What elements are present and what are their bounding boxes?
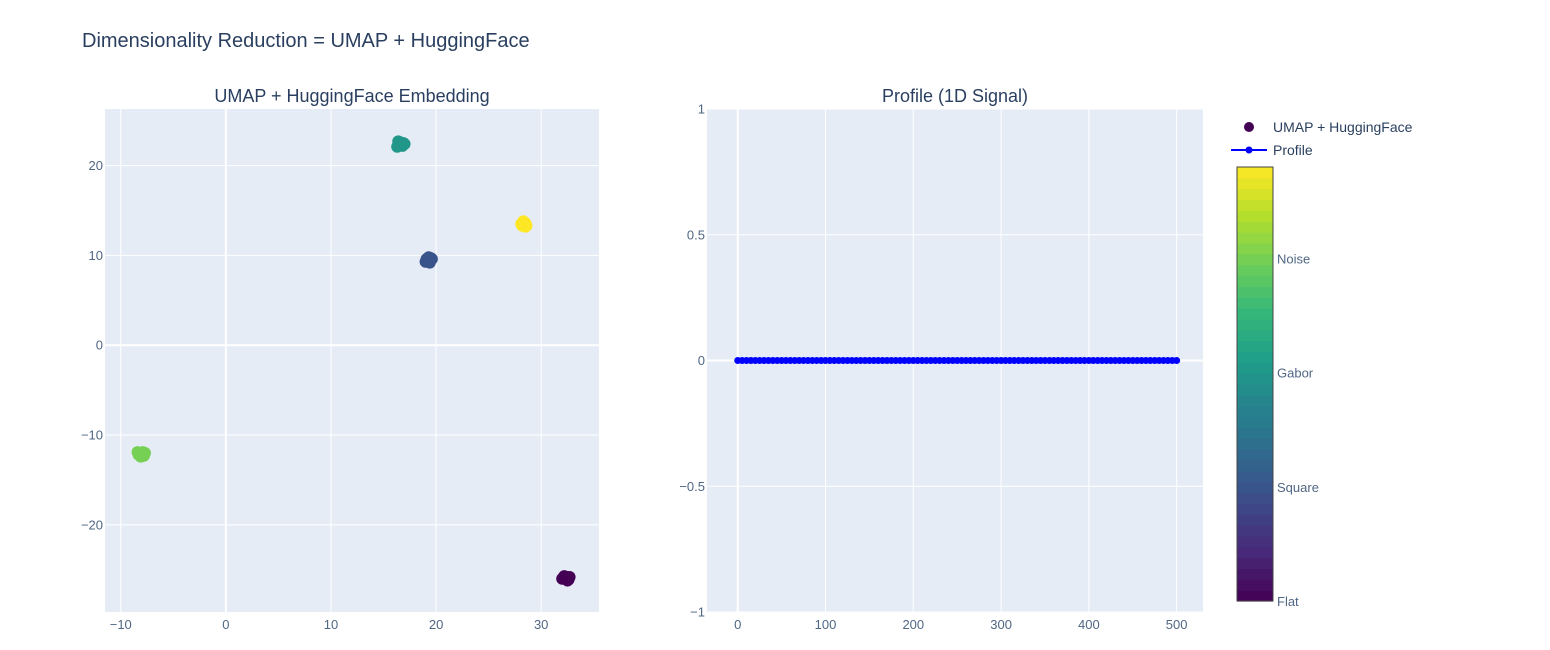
colorbar-band: [1237, 384, 1273, 396]
colorbar-band: [1237, 308, 1273, 320]
x-tick-label: 200: [902, 617, 924, 632]
y-tick-label: 0: [698, 353, 705, 368]
legend-label-umap: UMAP + HuggingFace: [1273, 119, 1413, 135]
colorbar-band: [1237, 362, 1273, 374]
colorbar-band: [1237, 340, 1273, 353]
embedding-subplot-title: UMAP + HuggingFace Embedding: [214, 86, 489, 106]
x-tick-label: 300: [990, 617, 1012, 632]
scatter-point: [398, 138, 411, 151]
colorbar-band: [1237, 351, 1273, 363]
embedding-x-ticks: −10 0 10 20 30: [110, 617, 549, 632]
y-tick-label: 0: [96, 338, 103, 353]
colorbar-band: [1237, 503, 1273, 515]
colorbar-band: [1237, 535, 1273, 548]
scatter-point: [517, 218, 530, 231]
y-tick-label: 20: [89, 158, 103, 173]
y-tick-label: −20: [81, 517, 103, 532]
colorbar-band: [1237, 167, 1273, 179]
x-tick-label: 400: [1078, 617, 1100, 632]
colorbar-band: [1237, 329, 1273, 342]
colorbar-band: [1237, 405, 1273, 418]
y-tick-label: 0.5: [687, 227, 705, 242]
x-tick-label: 30: [534, 617, 548, 632]
scatter-point: [423, 256, 436, 269]
colorbar-band: [1237, 427, 1273, 439]
colorbar-band: [1237, 232, 1273, 244]
colorbar-band: [1237, 492, 1273, 504]
colorbar-band: [1237, 242, 1273, 255]
colorbar-band: [1237, 275, 1273, 287]
x-tick-label: 100: [815, 617, 837, 632]
embedding-subplot[interactable]: −10 0 10 20 30 −20 −10 0 10 20 UMAP + HuggingFac…: [81, 86, 599, 632]
colorbar-band: [1237, 177, 1273, 190]
colorbar-band: [1237, 449, 1273, 461]
x-tick-label: 500: [1166, 617, 1188, 632]
colorbar-band: [1237, 546, 1273, 559]
colorbar-band: [1237, 373, 1273, 385]
legend-label-profile: Profile: [1273, 142, 1313, 158]
scatter-point: [563, 570, 576, 583]
x-tick-label: 10: [324, 617, 338, 632]
embedding-gridlines: [105, 109, 599, 612]
colorbar-band: [1237, 590, 1273, 602]
colorbar-frame: [1236, 166, 1274, 602]
legend[interactable]: UMAP + HuggingFace Profile: [1231, 119, 1413, 158]
legend-marker-icon: [1245, 146, 1253, 154]
colorbar-ticks: Flat Square Gabor Noise: [1277, 251, 1319, 609]
x-tick-label: −10: [110, 617, 132, 632]
embedding-y-ticks: −20 −10 0 10 20: [81, 158, 103, 532]
profile-subplot-title: Profile (1D Signal): [882, 86, 1028, 106]
y-tick-label: −10: [81, 428, 103, 443]
x-tick-label: 0: [734, 617, 741, 632]
main-title: Dimensionality Reduction = UMAP + Huggin…: [82, 30, 530, 52]
x-tick-label: 0: [222, 617, 229, 632]
y-tick-label: 1: [698, 102, 705, 117]
colorbar-band: [1237, 199, 1273, 211]
colorbar-band: [1237, 253, 1273, 266]
profile-subplot[interactable]: 0 100 200 300 400 500 −1 −0.5 0 0.5 1 Profile (1D…: [679, 86, 1203, 632]
colorbar-band: [1237, 438, 1273, 450]
profile-y-ticks: −1 −0.5 0 0.5 1: [679, 102, 705, 620]
y-tick-label: 10: [89, 248, 103, 263]
colorbar-band: [1237, 221, 1273, 233]
profile-x-ticks: 0 100 200 300 400 500: [734, 617, 1187, 632]
colorbar-band: [1237, 416, 1273, 428]
colorbar-band: [1237, 470, 1273, 483]
colorbar-band: [1237, 297, 1273, 309]
colorbar-band: [1237, 579, 1273, 591]
legend-item-umap[interactable]: UMAP + HuggingFace: [1244, 119, 1413, 135]
legend-circle-icon: [1244, 122, 1254, 132]
y-tick-label: −1: [690, 605, 705, 620]
colorbar-band: [1237, 286, 1273, 298]
colorbar-tick-label: Noise: [1277, 251, 1310, 266]
colorbar-band: [1237, 481, 1273, 494]
colorbar-tick-label: Square: [1277, 480, 1319, 495]
colorbar-band: [1237, 568, 1273, 580]
colorbar-tick-label: Gabor: [1277, 366, 1314, 381]
embedding-plot-background: [105, 109, 599, 612]
colorbar-band: [1237, 459, 1273, 472]
y-tick-label: −0.5: [679, 479, 705, 494]
colorbar-band: [1237, 318, 1273, 331]
x-tick-label: 20: [429, 617, 443, 632]
colorbar-band: [1237, 264, 1273, 277]
colorbar-band: [1237, 557, 1273, 570]
colorbar-band: [1237, 188, 1273, 201]
colorbar-band: [1237, 394, 1273, 407]
embedding-points: [131, 135, 576, 587]
colorbar-band: [1237, 210, 1273, 222]
colorbar-band: [1237, 525, 1273, 537]
scatter-point: [133, 447, 146, 460]
profile-marker: [1173, 357, 1181, 364]
profile-series: [734, 357, 1181, 364]
legend-item-profile[interactable]: Profile: [1231, 142, 1313, 158]
colorbar-tick-label: Flat: [1277, 594, 1299, 609]
colorbar-gradient: [1237, 167, 1273, 602]
colorbar-band: [1237, 514, 1273, 526]
colorbar: Flat Square Gabor Noise: [1236, 166, 1319, 609]
